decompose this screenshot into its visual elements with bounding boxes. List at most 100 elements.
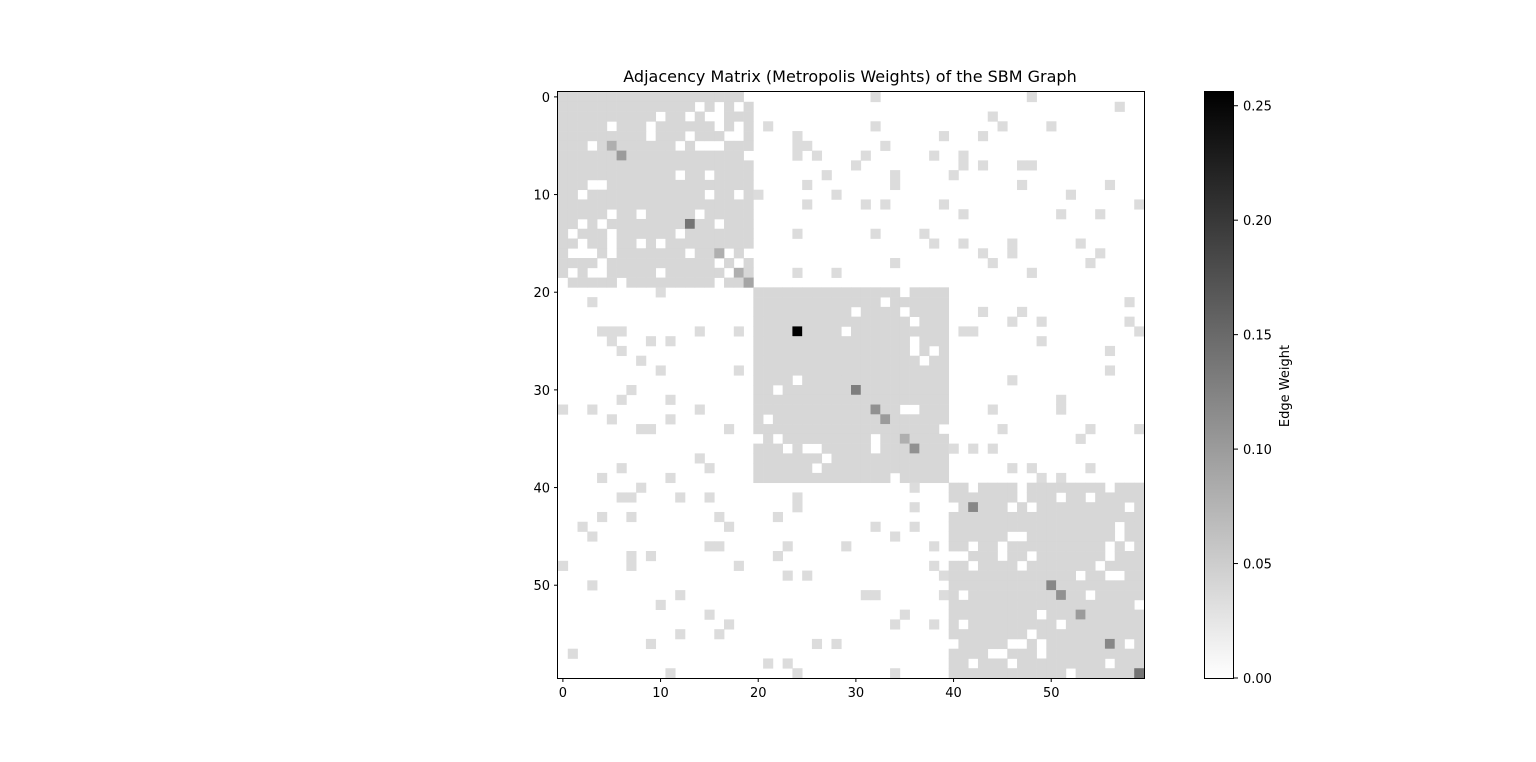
- heatmap-cell: [1026, 658, 1037, 669]
- heatmap-cell: [1065, 648, 1076, 659]
- heatmap-cell: [1134, 424, 1145, 435]
- heatmap-cell: [597, 150, 608, 161]
- heatmap-cell: [1075, 531, 1086, 542]
- heatmap-cell: [1095, 541, 1106, 552]
- heatmap-cell: [987, 511, 998, 523]
- heatmap-cell: [997, 511, 1008, 523]
- heatmap-cell: [665, 199, 676, 210]
- heatmap-cell: [714, 267, 725, 278]
- heatmap-cell: [880, 365, 891, 376]
- heatmap-cell: [558, 209, 569, 220]
- heatmap-cell: [938, 287, 950, 298]
- heatmap-cell: [1114, 101, 1125, 112]
- heatmap-cell: [938, 326, 950, 337]
- heatmap-cell: [1095, 609, 1106, 620]
- heatmap-cell: [655, 150, 666, 161]
- heatmap-cell: [772, 404, 783, 415]
- heatmap-cell: [587, 404, 598, 415]
- heatmap-cell: [655, 170, 666, 181]
- colorbar-tick-label: 0.00: [1243, 672, 1272, 687]
- heatmap-cell: [1007, 570, 1018, 581]
- heatmap-cell: [948, 511, 959, 523]
- heatmap-cell: [880, 424, 891, 435]
- heatmap-cell: [831, 424, 842, 435]
- heatmap-cell: [665, 394, 676, 405]
- heatmap-cell: [811, 150, 823, 161]
- heatmap-cell: [890, 306, 901, 317]
- heatmap-cell: [1007, 609, 1018, 620]
- heatmap-cell: [577, 277, 588, 288]
- heatmap-cell: [616, 248, 627, 259]
- heatmap-cell: [792, 472, 803, 484]
- heatmap-cell: [919, 326, 930, 337]
- heatmap-cell: [772, 414, 783, 425]
- heatmap-cell: [694, 150, 705, 161]
- heatmap-cell: [870, 306, 881, 317]
- heatmap-cell: [851, 424, 862, 435]
- heatmap-cell: [684, 189, 696, 200]
- heatmap-cell: [860, 150, 871, 161]
- heatmap-cell: [753, 345, 764, 357]
- heatmap-cell: [558, 101, 569, 112]
- heatmap-cell: [938, 433, 950, 444]
- heatmap-cell: [880, 140, 891, 151]
- heatmap-cell: [870, 228, 881, 239]
- heatmap-cell: [1017, 658, 1028, 669]
- heatmap-cell: [655, 199, 666, 210]
- heatmap-cell: [684, 101, 696, 112]
- heatmap-cell: [802, 394, 813, 405]
- heatmap-cell: [802, 297, 813, 308]
- heatmap-cell: [811, 365, 823, 376]
- heatmap-cell: [1065, 541, 1076, 552]
- heatmap-cell: [782, 385, 793, 396]
- heatmap-cell: [851, 433, 862, 444]
- heatmap-cell: [919, 472, 930, 484]
- heatmap-cell: [743, 277, 754, 288]
- heatmap-cell: [1026, 609, 1037, 620]
- heatmap-cell: [616, 160, 627, 171]
- heatmap-cell: [1095, 482, 1106, 493]
- heatmap-cell: [802, 355, 813, 366]
- heatmap-cell: [958, 150, 969, 161]
- heatmap-cell: [831, 365, 842, 376]
- heatmap-cell: [694, 277, 705, 288]
- heatmap-cell: [987, 570, 998, 581]
- heatmap-cell: [1065, 619, 1076, 630]
- heatmap-cell: [655, 92, 666, 103]
- heatmap-cell: [938, 316, 950, 327]
- heatmap-cell: [1056, 648, 1067, 659]
- heatmap-cell: [792, 297, 803, 308]
- heatmap-cell: [626, 101, 637, 112]
- heatmap-cell: [1085, 482, 1096, 493]
- colorbar-ticks: 0.00 0.05 0.10 0.15 0.20 0.25: [1234, 100, 1272, 687]
- heatmap-cells: [558, 92, 1145, 679]
- heatmap-cell: [1065, 590, 1076, 601]
- heatmap-cell: [890, 453, 901, 464]
- heatmap-cell: [938, 131, 950, 142]
- heatmap-cell: [782, 541, 793, 552]
- heatmap-cell: [753, 424, 764, 435]
- heatmap-cell: [753, 365, 764, 376]
- heatmap-cell: [558, 199, 569, 210]
- heatmap-cell: [1085, 463, 1096, 474]
- heatmap-cell: [880, 375, 891, 386]
- heatmap-cell: [929, 306, 940, 317]
- heatmap-cell: [880, 414, 891, 425]
- heatmap-cell: [1114, 609, 1125, 620]
- heatmap-cell: [733, 199, 744, 210]
- heatmap-cell: [821, 375, 832, 386]
- heatmap-cell: [890, 463, 901, 474]
- heatmap-cell: [811, 414, 823, 425]
- heatmap-cell: [811, 326, 823, 337]
- heatmap-cell: [1124, 629, 1135, 640]
- heatmap-cell: [880, 287, 891, 298]
- heatmap-cell: [802, 472, 813, 484]
- heatmap-cell: [1046, 121, 1057, 132]
- heatmap-cell: [802, 570, 813, 581]
- heatmap-cell: [968, 648, 979, 659]
- heatmap-cell: [821, 345, 832, 357]
- heatmap-cell: [987, 482, 998, 493]
- heatmap-cell: [860, 287, 871, 298]
- heatmap-cell: [1134, 609, 1145, 620]
- heatmap-cell: [1056, 404, 1067, 415]
